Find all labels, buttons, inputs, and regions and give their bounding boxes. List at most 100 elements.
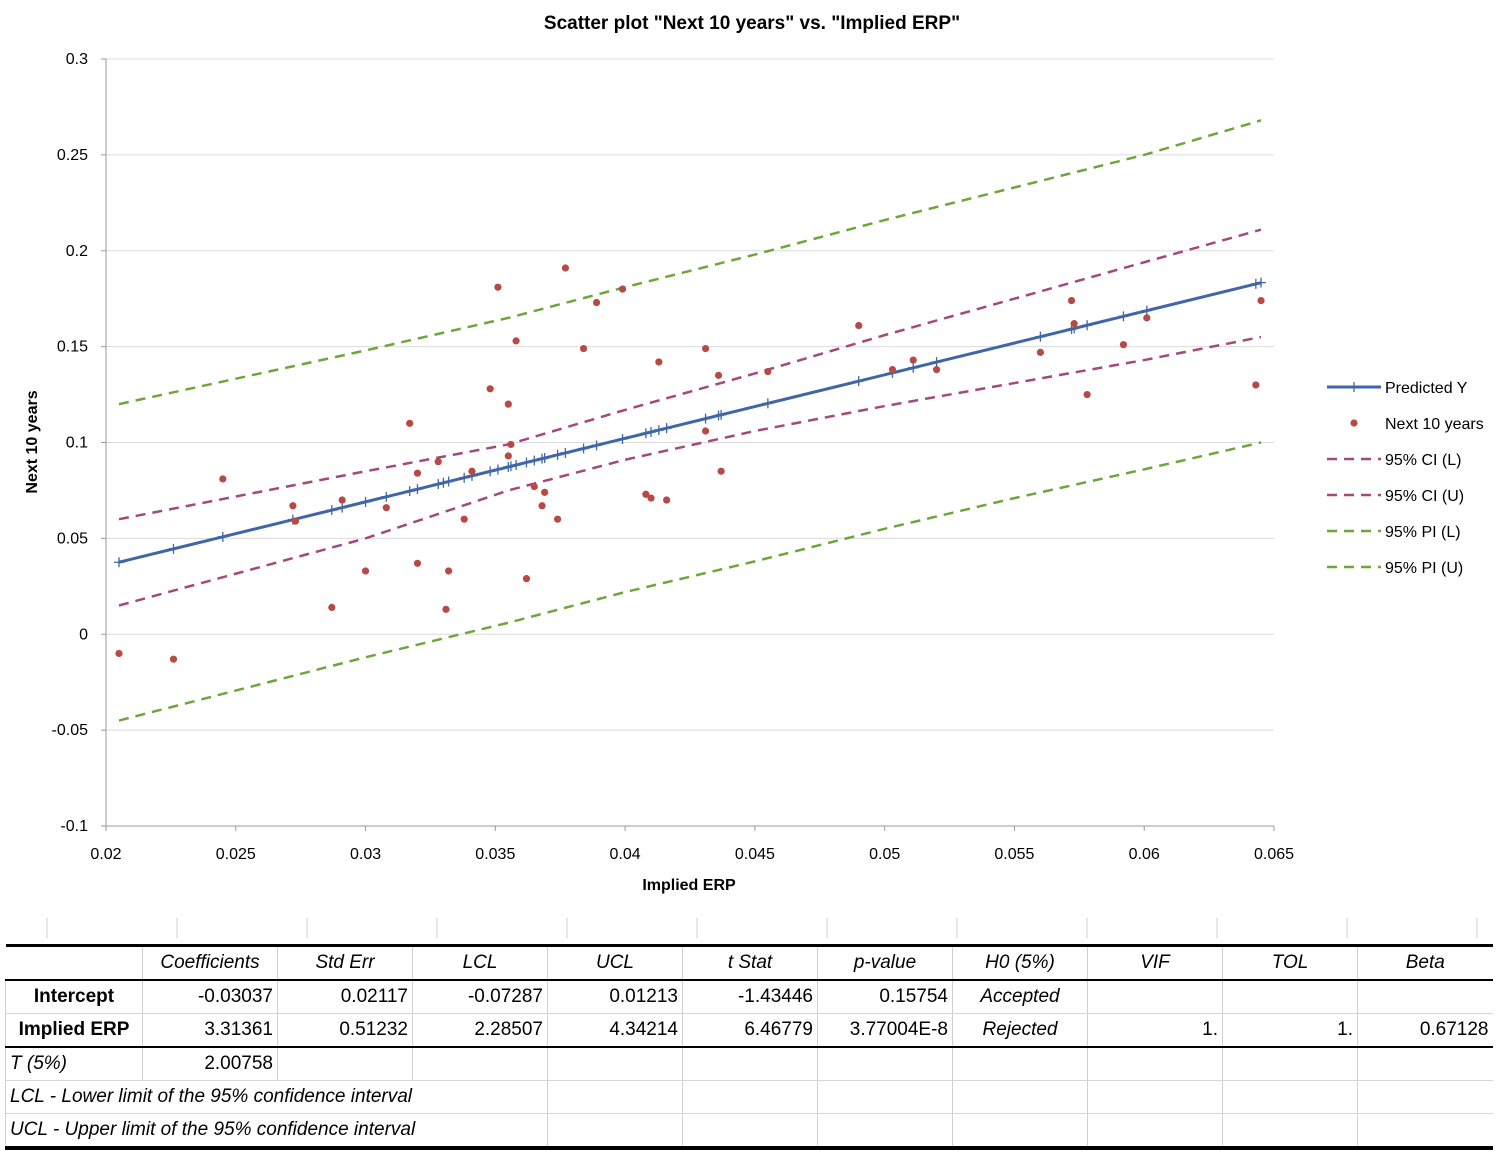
data-point	[538, 502, 546, 510]
predicted-y-marker	[433, 479, 444, 490]
data-point	[717, 467, 725, 475]
empty-cell	[952, 1113, 1088, 1150]
table-cell: 4.34214	[547, 1013, 683, 1048]
data-point	[932, 366, 941, 374]
predicted-y-marker	[578, 443, 589, 454]
predicted-y-marker	[1256, 277, 1267, 288]
series-95-ci-u	[118, 228, 1262, 521]
x-tick-label: 0.065	[1254, 846, 1294, 863]
empty-cell	[817, 1080, 953, 1114]
predicted-y-marker	[653, 425, 664, 436]
x-tick-label: 0.05	[869, 846, 900, 863]
table-cell: Rejected	[952, 1013, 1088, 1048]
legend-marker	[1349, 382, 1359, 392]
note-ucl: UCL - Upper limit of the 95% confidence …	[5, 1113, 548, 1150]
data-point	[530, 483, 538, 491]
data-point	[1119, 341, 1128, 349]
predicted-y-marker	[1141, 305, 1152, 316]
legend-label: 95% CI (L)	[1385, 452, 1461, 469]
legend-label: Next 10 years	[1385, 416, 1484, 433]
data-point	[764, 367, 772, 376]
x-tick-label: 0.02	[90, 846, 121, 863]
predicted-y-marker	[1082, 320, 1093, 331]
predicted-y-marker	[931, 357, 942, 368]
table-row: Implied ERP 3.31361 0.51232 2.28507 4.34…	[5, 1013, 1493, 1048]
table-cell: -0.03037	[142, 980, 278, 1014]
legend-label: 95% CI (U)	[1385, 488, 1464, 505]
chart-title: Scatter plot "Next 10 years" vs. "Implie…	[544, 13, 960, 34]
data-point	[504, 400, 512, 408]
table-cell: 0.15754	[817, 980, 953, 1014]
table-cell: Accepted	[952, 980, 1088, 1014]
empty-cell	[952, 1047, 1088, 1081]
data-point	[494, 283, 502, 291]
empty-cell	[1087, 1113, 1223, 1150]
predicted-y-marker	[381, 491, 392, 502]
table-cell: -1.43446	[682, 980, 818, 1014]
y-tick-label: 0	[79, 626, 88, 643]
predicted-y-marker	[552, 449, 563, 460]
header-cell: UCL	[547, 944, 683, 981]
x-tick-label: 0.045	[735, 846, 775, 863]
data-point	[115, 649, 123, 658]
empty-cell	[412, 1047, 548, 1081]
predicted-y-marker	[337, 502, 348, 513]
predicted-y-marker	[716, 409, 727, 420]
y-tick-label: 0.2	[66, 243, 88, 260]
empty-cell	[547, 1080, 683, 1114]
predicted-y-marker	[539, 453, 550, 464]
legend-label: Predicted Y	[1385, 380, 1468, 397]
predicted-y-marker	[1035, 331, 1046, 342]
table-cell: 0.67128	[1357, 1013, 1493, 1048]
data-point	[338, 496, 346, 504]
empty-cell	[277, 1047, 413, 1081]
data-point	[541, 488, 549, 496]
scatter-chart: Scatter plot "Next 10 years" vs. "Implie…	[24, 13, 1484, 894]
empty-cell	[1087, 1047, 1223, 1081]
data-point	[382, 504, 390, 512]
empty-cell	[682, 1113, 818, 1150]
empty-cell	[1087, 1080, 1223, 1114]
y-tick-label: -0.05	[52, 722, 89, 739]
data-point	[413, 469, 422, 477]
predicted-y-marker	[762, 398, 773, 409]
data-point	[561, 264, 570, 272]
table-cell: -0.07287	[412, 980, 548, 1014]
data-point	[406, 419, 414, 427]
series-95-pi-u	[118, 119, 1262, 406]
y-tick-label: 0.15	[57, 339, 88, 356]
data-point	[361, 567, 370, 575]
table-cell: 6.46779	[682, 1013, 818, 1048]
x-tick-labels: 0.02 0.025 0.03 0.035 0.04 0.045 0.05 0.055 0.06…	[90, 846, 1294, 863]
predicted-y-marker	[908, 362, 919, 373]
table-row: LCL - Lower limit of the 95% confidence …	[5, 1080, 1493, 1114]
predicted-y-marker	[113, 557, 124, 568]
t-value: 2.00758	[142, 1047, 278, 1081]
predicted-y-marker	[1118, 311, 1129, 322]
table-cell: 2.28507	[412, 1013, 548, 1048]
predicted-y-marker	[700, 413, 711, 424]
x-tick-label: 0.055	[994, 846, 1034, 863]
data-point	[888, 366, 897, 374]
note-lcl: LCL - Lower limit of the 95% confidence …	[5, 1080, 548, 1114]
predicted-y-marker	[640, 428, 651, 439]
data-point	[1083, 390, 1091, 399]
y-axis-label: Next 10 years	[24, 390, 41, 493]
data-point	[655, 358, 663, 366]
table-header-row: Coefficients Std Err LCL UCL t Stat p-va…	[5, 944, 1493, 981]
predicted-y-marker	[443, 476, 454, 487]
header-cell: VIF	[1087, 944, 1223, 981]
gridlines	[106, 58, 1274, 827]
table-cell: 1.	[1087, 1013, 1223, 1048]
empty-cell	[547, 1047, 683, 1081]
legend-swatch-next-10-years	[1350, 419, 1358, 427]
data-point	[460, 515, 468, 523]
predicted-y-marker	[485, 466, 496, 477]
predicted-y-marker	[459, 472, 470, 483]
header-cell: Coefficients	[142, 944, 278, 981]
predicted-y-marker	[853, 376, 864, 387]
predicted-y-marker	[404, 486, 415, 497]
y-tick-label: 0.05	[57, 530, 88, 547]
legend-label: 95% PI (U)	[1385, 560, 1463, 577]
table-row: Intercept -0.03037 0.02117 -0.07287 0.01…	[5, 980, 1493, 1014]
